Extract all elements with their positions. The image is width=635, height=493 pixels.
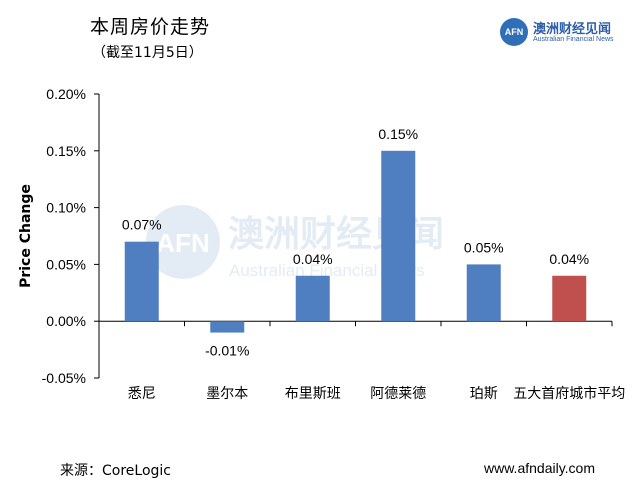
category-labels: 悉尼 墨尔本 布里斯班 阿德莱德 珀斯 五大首府城市平均 [128,385,626,402]
chart-subtitle: （截至11月5日） [92,45,203,61]
bar [210,321,245,333]
watermark-logo-icon [146,205,220,279]
category-label: 珀斯 [470,386,498,402]
data-label: 0.05% [464,239,504,255]
y-tick-label: 0.10% [46,200,86,216]
bar [295,275,330,322]
category-label: 五大首府城市平均 [513,385,625,402]
y-tick-label: -0.05% [42,370,86,386]
y-tick-label: 0.05% [46,256,86,272]
brand-name-en: Australian Financial News [533,36,614,43]
data-label: 0.07% [122,217,162,233]
chart-title: 本周房价走势 [90,16,211,38]
bar [466,264,501,322]
website-link[interactable]: www.afndaily.com [484,460,596,476]
data-label: -0.01% [205,343,249,359]
data-label: 0.04% [549,251,589,267]
data-label: 0.04% [293,251,333,267]
y-tick-label: 0.15% [46,143,86,159]
watermark-logo-text: AFN [156,228,209,258]
y-tick-label: 0.00% [46,313,86,329]
category-label: 阿德莱德 [370,386,426,402]
category-label: 墨尔本 [206,386,248,402]
bars [124,150,587,333]
data-label: 0.15% [378,126,418,142]
source-note: 来源：CoreLogic [60,463,171,479]
axes: -0.05% 0.00% 0.05% 0.10% 0.15% 0.20% [42,86,613,386]
afn-logo-icon: AFN [500,18,528,46]
watermark: AFN 澳洲财经见闻 Australian Financial News [146,205,444,280]
category-label: 布里斯班 [285,386,341,402]
bar [381,150,416,322]
watermark-name-en: Australian Financial News [229,261,425,280]
y-tick-label: 0.20% [46,86,86,102]
brand-name-cn: 澳洲财经见闻 [533,22,612,37]
bar [124,241,159,322]
bar [552,275,587,322]
y-axis-label: Price Change [18,184,34,288]
brand-logo: AFN 澳洲财经见闻 Australian Financial News [500,18,620,48]
category-label: 悉尼 [128,386,156,402]
data-labels: 0.07% -0.01% 0.04% 0.15% 0.05% 0.04% [122,126,589,359]
